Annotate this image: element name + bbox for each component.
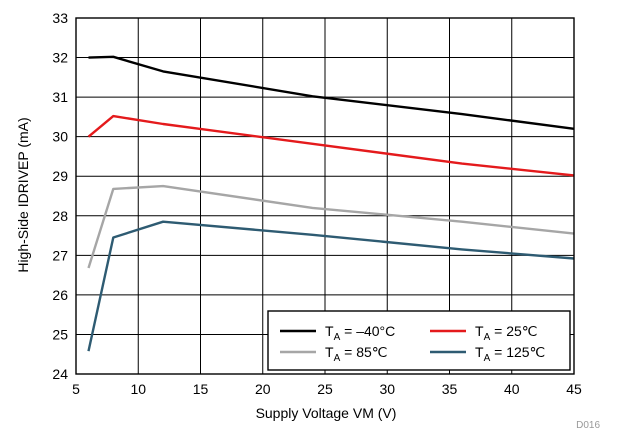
x-tick-labels: 5 10 15 20 25 30 35 40 45 — [72, 381, 582, 397]
y-tick-label: 27 — [52, 247, 68, 263]
figure-id: D016 — [576, 420, 600, 430]
series-line-1 — [87, 114, 575, 177]
x-tick-label: 30 — [379, 381, 395, 397]
x-tick-label: 5 — [72, 381, 80, 397]
legend: TA = –40°C TA = 25℃ TA = 85℃ TA = 125℃ — [267, 310, 571, 371]
legend-label: TA = –40°C — [325, 323, 395, 343]
x-tick-label: 10 — [130, 381, 146, 397]
legend-label: TA = 25℃ — [475, 323, 537, 343]
y-tick-label: 26 — [52, 287, 68, 303]
y-tick-label: 28 — [52, 208, 68, 224]
plot-frame — [75, 17, 575, 375]
series-line-2 — [87, 184, 575, 269]
x-tick-label: 40 — [504, 381, 520, 397]
y-axis-label: High-Side IDRIVEP (mA) — [15, 117, 31, 272]
series-line-3 — [87, 220, 575, 352]
legend-label: TA = 125℃ — [475, 344, 545, 364]
y-tick-label: 29 — [52, 168, 68, 184]
x-tick-label: 45 — [566, 381, 582, 397]
x-tick-label: 20 — [255, 381, 271, 397]
x-tick-label: 25 — [317, 381, 333, 397]
series-line-0 — [88, 55, 575, 130]
x-axis-label: Supply Voltage VM (V) — [256, 405, 397, 421]
y-tick-label: 33 — [52, 10, 68, 26]
x-tick-label: 35 — [442, 381, 458, 397]
y-tick-labels: 24 25 26 27 28 29 30 31 32 33 — [52, 10, 68, 382]
series-lines — [87, 55, 575, 352]
y-tick-label: 31 — [52, 89, 68, 105]
y-tick-label: 24 — [52, 366, 68, 382]
y-tick-label: 30 — [52, 129, 68, 145]
y-tick-label: 25 — [52, 326, 68, 342]
legend-label: TA = 85℃ — [325, 344, 387, 364]
y-tick-label: 32 — [52, 50, 68, 66]
legend-box — [267, 310, 571, 371]
x-tick-label: 15 — [193, 381, 209, 397]
